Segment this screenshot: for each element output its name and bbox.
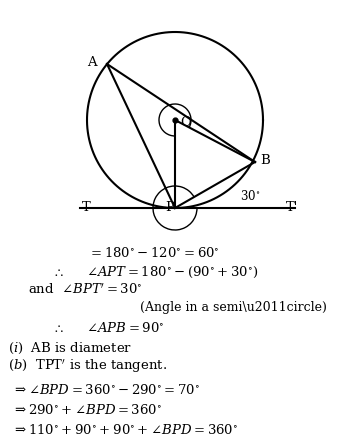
Text: $= 180^{\circ} - 120^{\circ} = 60^{\circ}$: $= 180^{\circ} - 120^{\circ} = 60^{\circ… <box>88 246 220 260</box>
Text: O: O <box>180 116 191 129</box>
Text: $\therefore$     $\angle APT = 180^{\circ} - (90^{\circ} + 30^{\circ})$: $\therefore$ $\angle APT = 180^{\circ} -… <box>52 264 258 279</box>
Text: $(b)$  TPT$'$ is the tangent.: $(b)$ TPT$'$ is the tangent. <box>8 357 167 375</box>
Text: P: P <box>166 201 174 214</box>
Text: A: A <box>87 56 97 69</box>
Text: $30^{\circ}$: $30^{\circ}$ <box>240 189 260 203</box>
Text: $\Rightarrow 110^{\circ} + 90^{\circ} + 90^{\circ} + \angle BPD = 360^{\circ}$: $\Rightarrow 110^{\circ} + 90^{\circ} + … <box>12 423 238 437</box>
Text: T': T' <box>286 201 298 214</box>
Text: $(i)$  AB is diameter: $(i)$ AB is diameter <box>8 340 132 355</box>
Text: T: T <box>82 201 91 214</box>
Text: and  $\angle BPT' = 30^{\circ}$: and $\angle BPT' = 30^{\circ}$ <box>28 283 143 297</box>
Text: B: B <box>260 153 270 167</box>
Text: (Angle in a semi\u2011circle): (Angle in a semi\u2011circle) <box>140 301 327 315</box>
Text: $\Rightarrow \angle BPD = 360^{\circ} - 290^{\circ} = 70^{\circ}$: $\Rightarrow \angle BPD = 360^{\circ} - … <box>12 383 200 397</box>
Text: $\therefore$     $\angle APB = 90^{\circ}$: $\therefore$ $\angle APB = 90^{\circ}$ <box>52 321 164 335</box>
Text: $\Rightarrow 290^{\circ} + \angle BPD = 360^{\circ}$: $\Rightarrow 290^{\circ} + \angle BPD = … <box>12 403 162 417</box>
